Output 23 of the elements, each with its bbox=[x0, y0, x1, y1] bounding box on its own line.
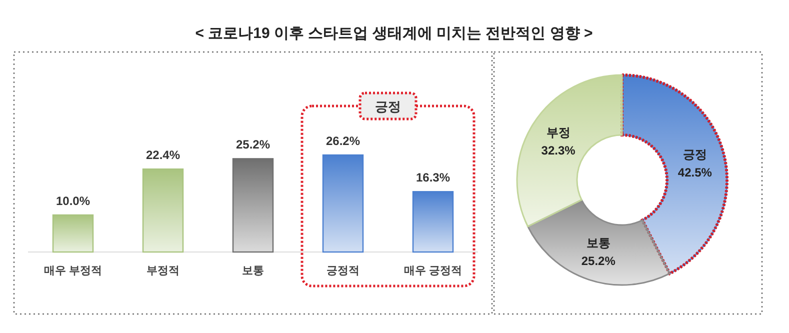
data-label: 25.2% bbox=[236, 138, 270, 152]
x-tick-label: 매우 긍정적 bbox=[404, 265, 462, 277]
bar bbox=[142, 168, 184, 253]
bar bbox=[52, 214, 94, 253]
x-tick-label: 긍정적 bbox=[326, 265, 360, 277]
bar bbox=[232, 158, 274, 253]
data-label: 26.2% bbox=[326, 134, 360, 148]
data-label: 10.0% bbox=[56, 194, 90, 208]
bar bbox=[412, 191, 454, 253]
data-label: 32.3% bbox=[541, 143, 576, 158]
bar bbox=[322, 154, 364, 253]
data-label: 42.5% bbox=[678, 165, 712, 180]
slice-label: 부정 bbox=[546, 125, 570, 140]
data-label: 22.4% bbox=[146, 148, 180, 162]
slice-label: 긍정 bbox=[682, 147, 707, 162]
x-tick-label: 부정적 bbox=[146, 265, 180, 277]
text: 긍정 bbox=[375, 99, 401, 114]
slice-label: 보통 bbox=[586, 236, 610, 250]
x-tick-label: 보통 bbox=[242, 265, 264, 277]
data-label: 25.2% bbox=[581, 254, 616, 268]
x-tick-label: 매우 부정적 bbox=[44, 265, 102, 277]
data-label: 16.3% bbox=[416, 170, 450, 185]
chart-title: < 코로나19 이후 스타트업 생태계에 미치는 전반적인 영향 > bbox=[195, 25, 594, 42]
